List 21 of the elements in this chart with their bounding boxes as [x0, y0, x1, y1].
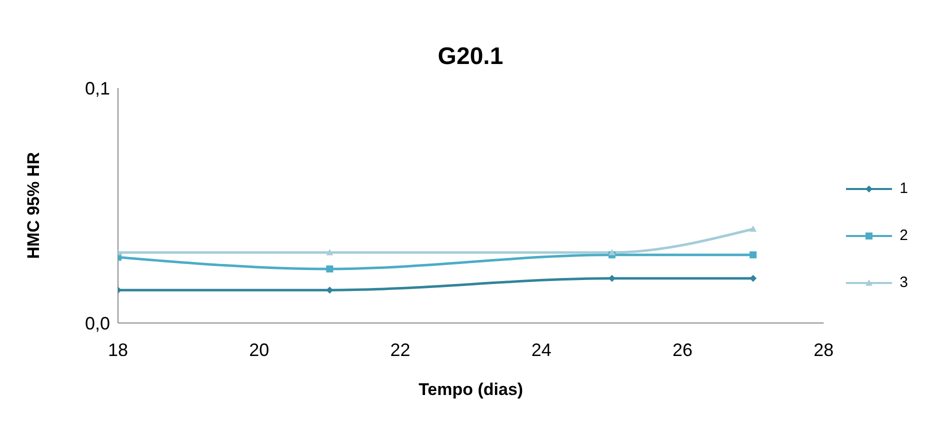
- point: [750, 274, 757, 282]
- x-tick-label: 22: [390, 340, 410, 360]
- point: [326, 286, 334, 294]
- x-tick-label: 24: [531, 340, 552, 360]
- legend-label: 1: [900, 180, 908, 197]
- chart-title: G20.1: [436, 43, 504, 71]
- y-tick-label: 0,0: [84, 313, 110, 334]
- y-axis-title: HMC 95% HR: [24, 152, 44, 259]
- point: [608, 249, 616, 256]
- x-axis-title: Tempo (dias): [418, 380, 524, 399]
- x-tick-label: 28: [814, 340, 834, 360]
- legend-label: 3: [900, 274, 908, 291]
- point: [750, 226, 757, 232]
- y-tick-label: 0,1: [84, 78, 110, 98]
- point: [326, 265, 334, 272]
- x-tick-label: 18: [108, 340, 128, 360]
- x-tick-label: 20: [249, 340, 270, 360]
- x-tick-label: 26: [672, 340, 693, 360]
- point: [326, 249, 334, 256]
- legend-label: 2: [900, 227, 908, 244]
- point: [750, 251, 757, 258]
